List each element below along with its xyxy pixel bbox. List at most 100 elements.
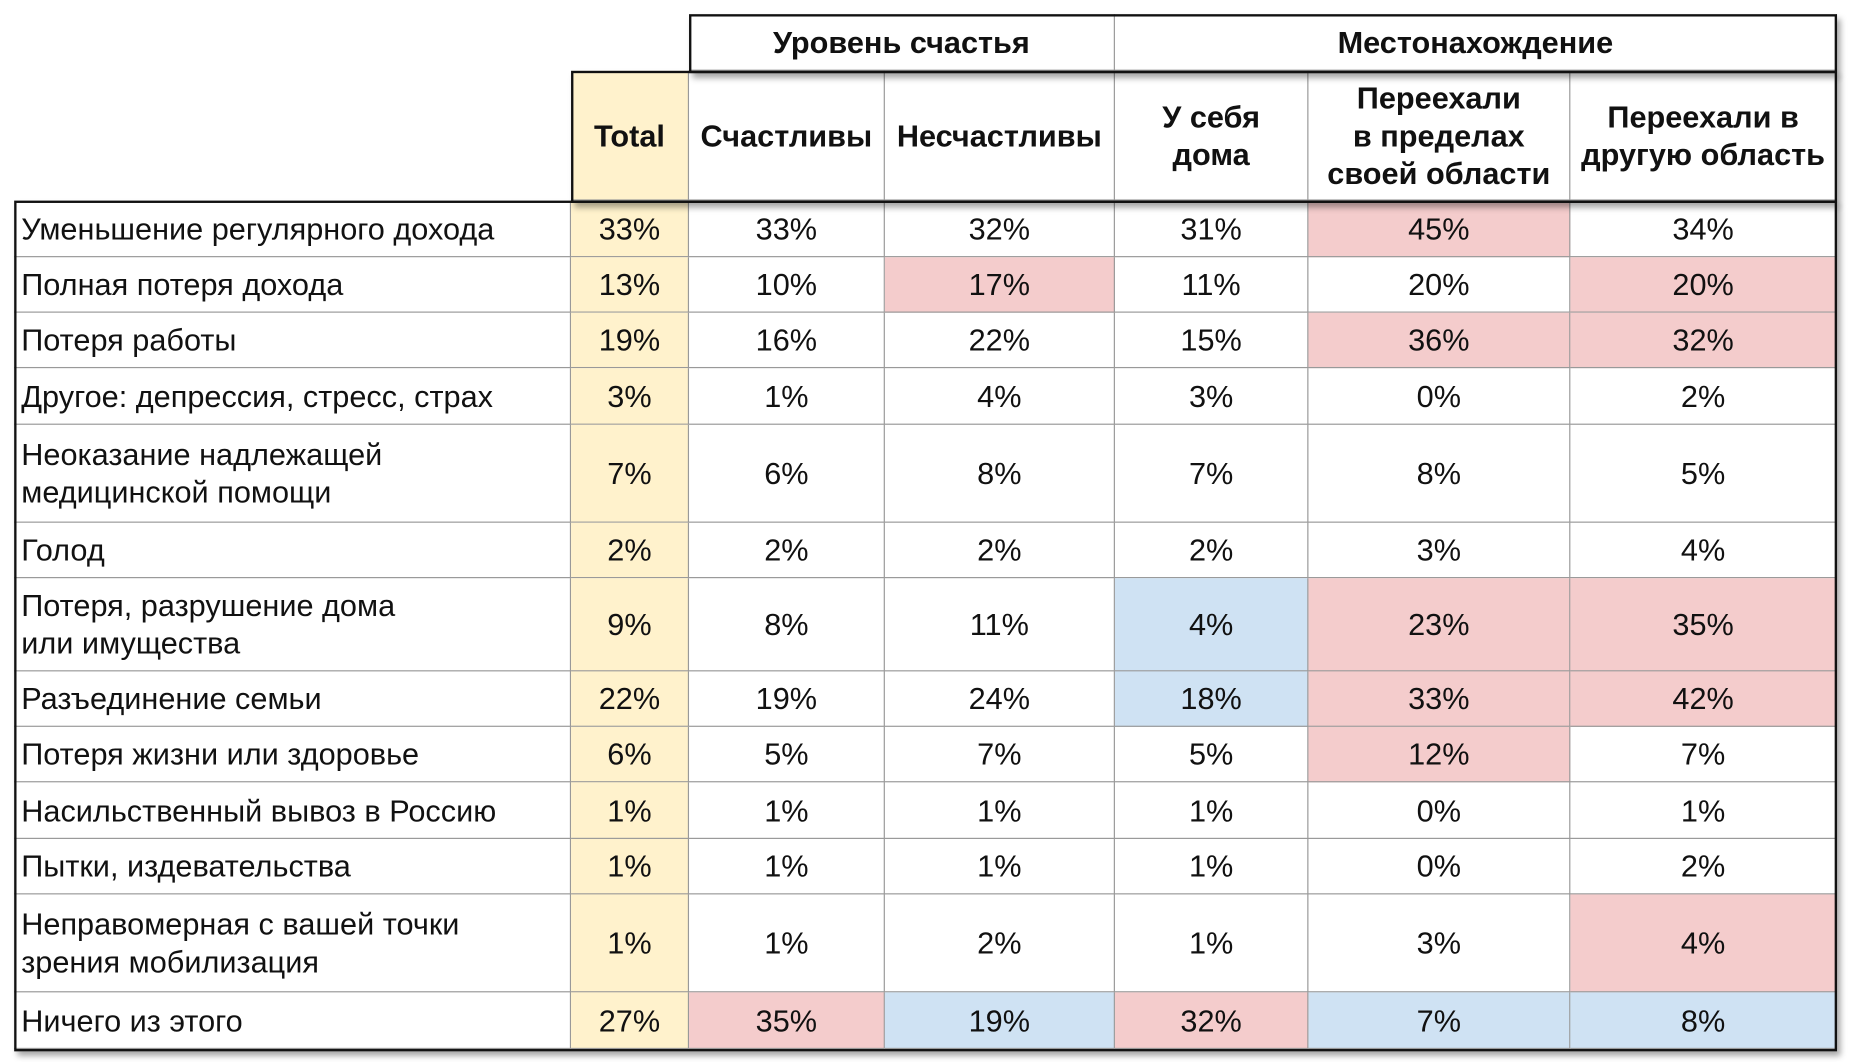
row-label: Полная потеря дохода <box>14 257 572 313</box>
cell: 6% <box>689 424 885 523</box>
cell: 7% <box>1308 992 1571 1050</box>
cell: 2% <box>689 522 885 579</box>
cell: 18% <box>1114 671 1309 727</box>
cell: 4% <box>884 368 1115 425</box>
row-label: Голод <box>14 522 572 579</box>
cell: 1% <box>884 838 1115 895</box>
row-label: Неправомерная с вашей точки зрения мобил… <box>14 894 572 993</box>
cell: 8% <box>1308 424 1571 523</box>
cell: 8% <box>1570 992 1838 1050</box>
cell: 16% <box>689 312 885 369</box>
row-label: Насильственный вывоз в Россию <box>14 782 572 839</box>
cell: 1% <box>1114 894 1309 993</box>
cell: 20% <box>1570 257 1838 313</box>
cell: 7% <box>1114 424 1309 523</box>
row-label: Неоказание надлежащей медицинской помощи <box>14 424 572 523</box>
cell: 1% <box>689 838 885 895</box>
cell: 7% <box>1570 726 1838 783</box>
cell: 2% <box>884 894 1115 993</box>
cell: 10% <box>689 257 885 313</box>
total-cell: 27% <box>571 992 690 1050</box>
row-label: Пытки, издевательства <box>14 838 572 895</box>
column-header: Несчастливы <box>884 70 1115 201</box>
row-label: Потеря жизни или здоровье <box>14 726 572 783</box>
group-header: Уровень счастья <box>689 14 1115 71</box>
row-label: Потеря работы <box>14 312 572 369</box>
cell: 32% <box>884 200 1115 258</box>
cell: 1% <box>1114 782 1309 839</box>
cell: 1% <box>1114 838 1309 895</box>
cell: 34% <box>1570 200 1838 258</box>
cell: 4% <box>1570 522 1838 579</box>
cell: 8% <box>689 578 885 672</box>
cell: 35% <box>689 992 885 1050</box>
column-header: Переехали в другую область <box>1570 70 1838 201</box>
cell: 42% <box>1570 671 1838 727</box>
cell: 24% <box>884 671 1115 727</box>
cell: 22% <box>884 312 1115 369</box>
cell: 11% <box>884 578 1115 672</box>
total-cell: 6% <box>571 726 690 783</box>
total-cell: 7% <box>571 424 690 523</box>
cell: 12% <box>1308 726 1571 783</box>
cell: 11% <box>1114 257 1309 313</box>
row-label: Уменьшение регулярного дохода <box>14 200 572 258</box>
cell: 5% <box>1570 424 1838 523</box>
row-label: Потеря, разрушение дома или имущества <box>14 578 572 672</box>
cell: 0% <box>1308 368 1571 425</box>
cell: 2% <box>1570 838 1838 895</box>
cell: 33% <box>689 200 885 258</box>
cell: 33% <box>1308 671 1571 727</box>
row-label: Ничего из этого <box>14 992 572 1050</box>
total-cell: 2% <box>571 522 690 579</box>
cell: 32% <box>1570 312 1838 369</box>
cell: 7% <box>884 726 1115 783</box>
cell: 1% <box>689 368 885 425</box>
cell: 32% <box>1114 992 1309 1050</box>
row-label: Разъединение семьи <box>14 671 572 727</box>
cell: 1% <box>689 894 885 993</box>
cell: 20% <box>1308 257 1571 313</box>
total-cell: 19% <box>571 312 690 369</box>
cell: 19% <box>689 671 885 727</box>
total-cell: 22% <box>571 671 690 727</box>
cell: 2% <box>1570 368 1838 425</box>
total-cell: 33% <box>571 200 690 258</box>
cell: 5% <box>689 726 885 783</box>
cell: 35% <box>1570 578 1838 672</box>
cell: 3% <box>1308 894 1571 993</box>
column-header: Переехали в пределах своей области <box>1308 70 1571 201</box>
total-cell: 1% <box>571 894 690 993</box>
cell: 17% <box>884 257 1115 313</box>
cell: 1% <box>884 782 1115 839</box>
cell: 23% <box>1308 578 1571 672</box>
column-header: Total <box>571 70 690 201</box>
cell: 4% <box>1114 578 1309 672</box>
cell: 0% <box>1308 782 1571 839</box>
cell: 31% <box>1114 200 1309 258</box>
cell: 36% <box>1308 312 1571 369</box>
cell: 3% <box>1308 522 1571 579</box>
total-cell: 1% <box>571 838 690 895</box>
cell: 5% <box>1114 726 1309 783</box>
cell: 4% <box>1570 894 1838 993</box>
group-header: Местонахождение <box>1114 14 1838 71</box>
cell: 2% <box>884 522 1115 579</box>
cell: 0% <box>1308 838 1571 895</box>
cell: 45% <box>1308 200 1571 258</box>
cell: 3% <box>1114 368 1309 425</box>
cell: 1% <box>689 782 885 839</box>
cell: 15% <box>1114 312 1309 369</box>
column-header: У себя дома <box>1114 70 1309 201</box>
cell: 1% <box>1570 782 1838 839</box>
column-header: Счастливы <box>689 70 885 201</box>
total-cell: 3% <box>571 368 690 425</box>
total-cell: 9% <box>571 578 690 672</box>
row-label: Другое: депрессия, стресс, страх <box>14 368 572 425</box>
cell: 2% <box>1114 522 1309 579</box>
cell: 19% <box>884 992 1115 1050</box>
total-cell: 1% <box>571 782 690 839</box>
cell: 8% <box>884 424 1115 523</box>
